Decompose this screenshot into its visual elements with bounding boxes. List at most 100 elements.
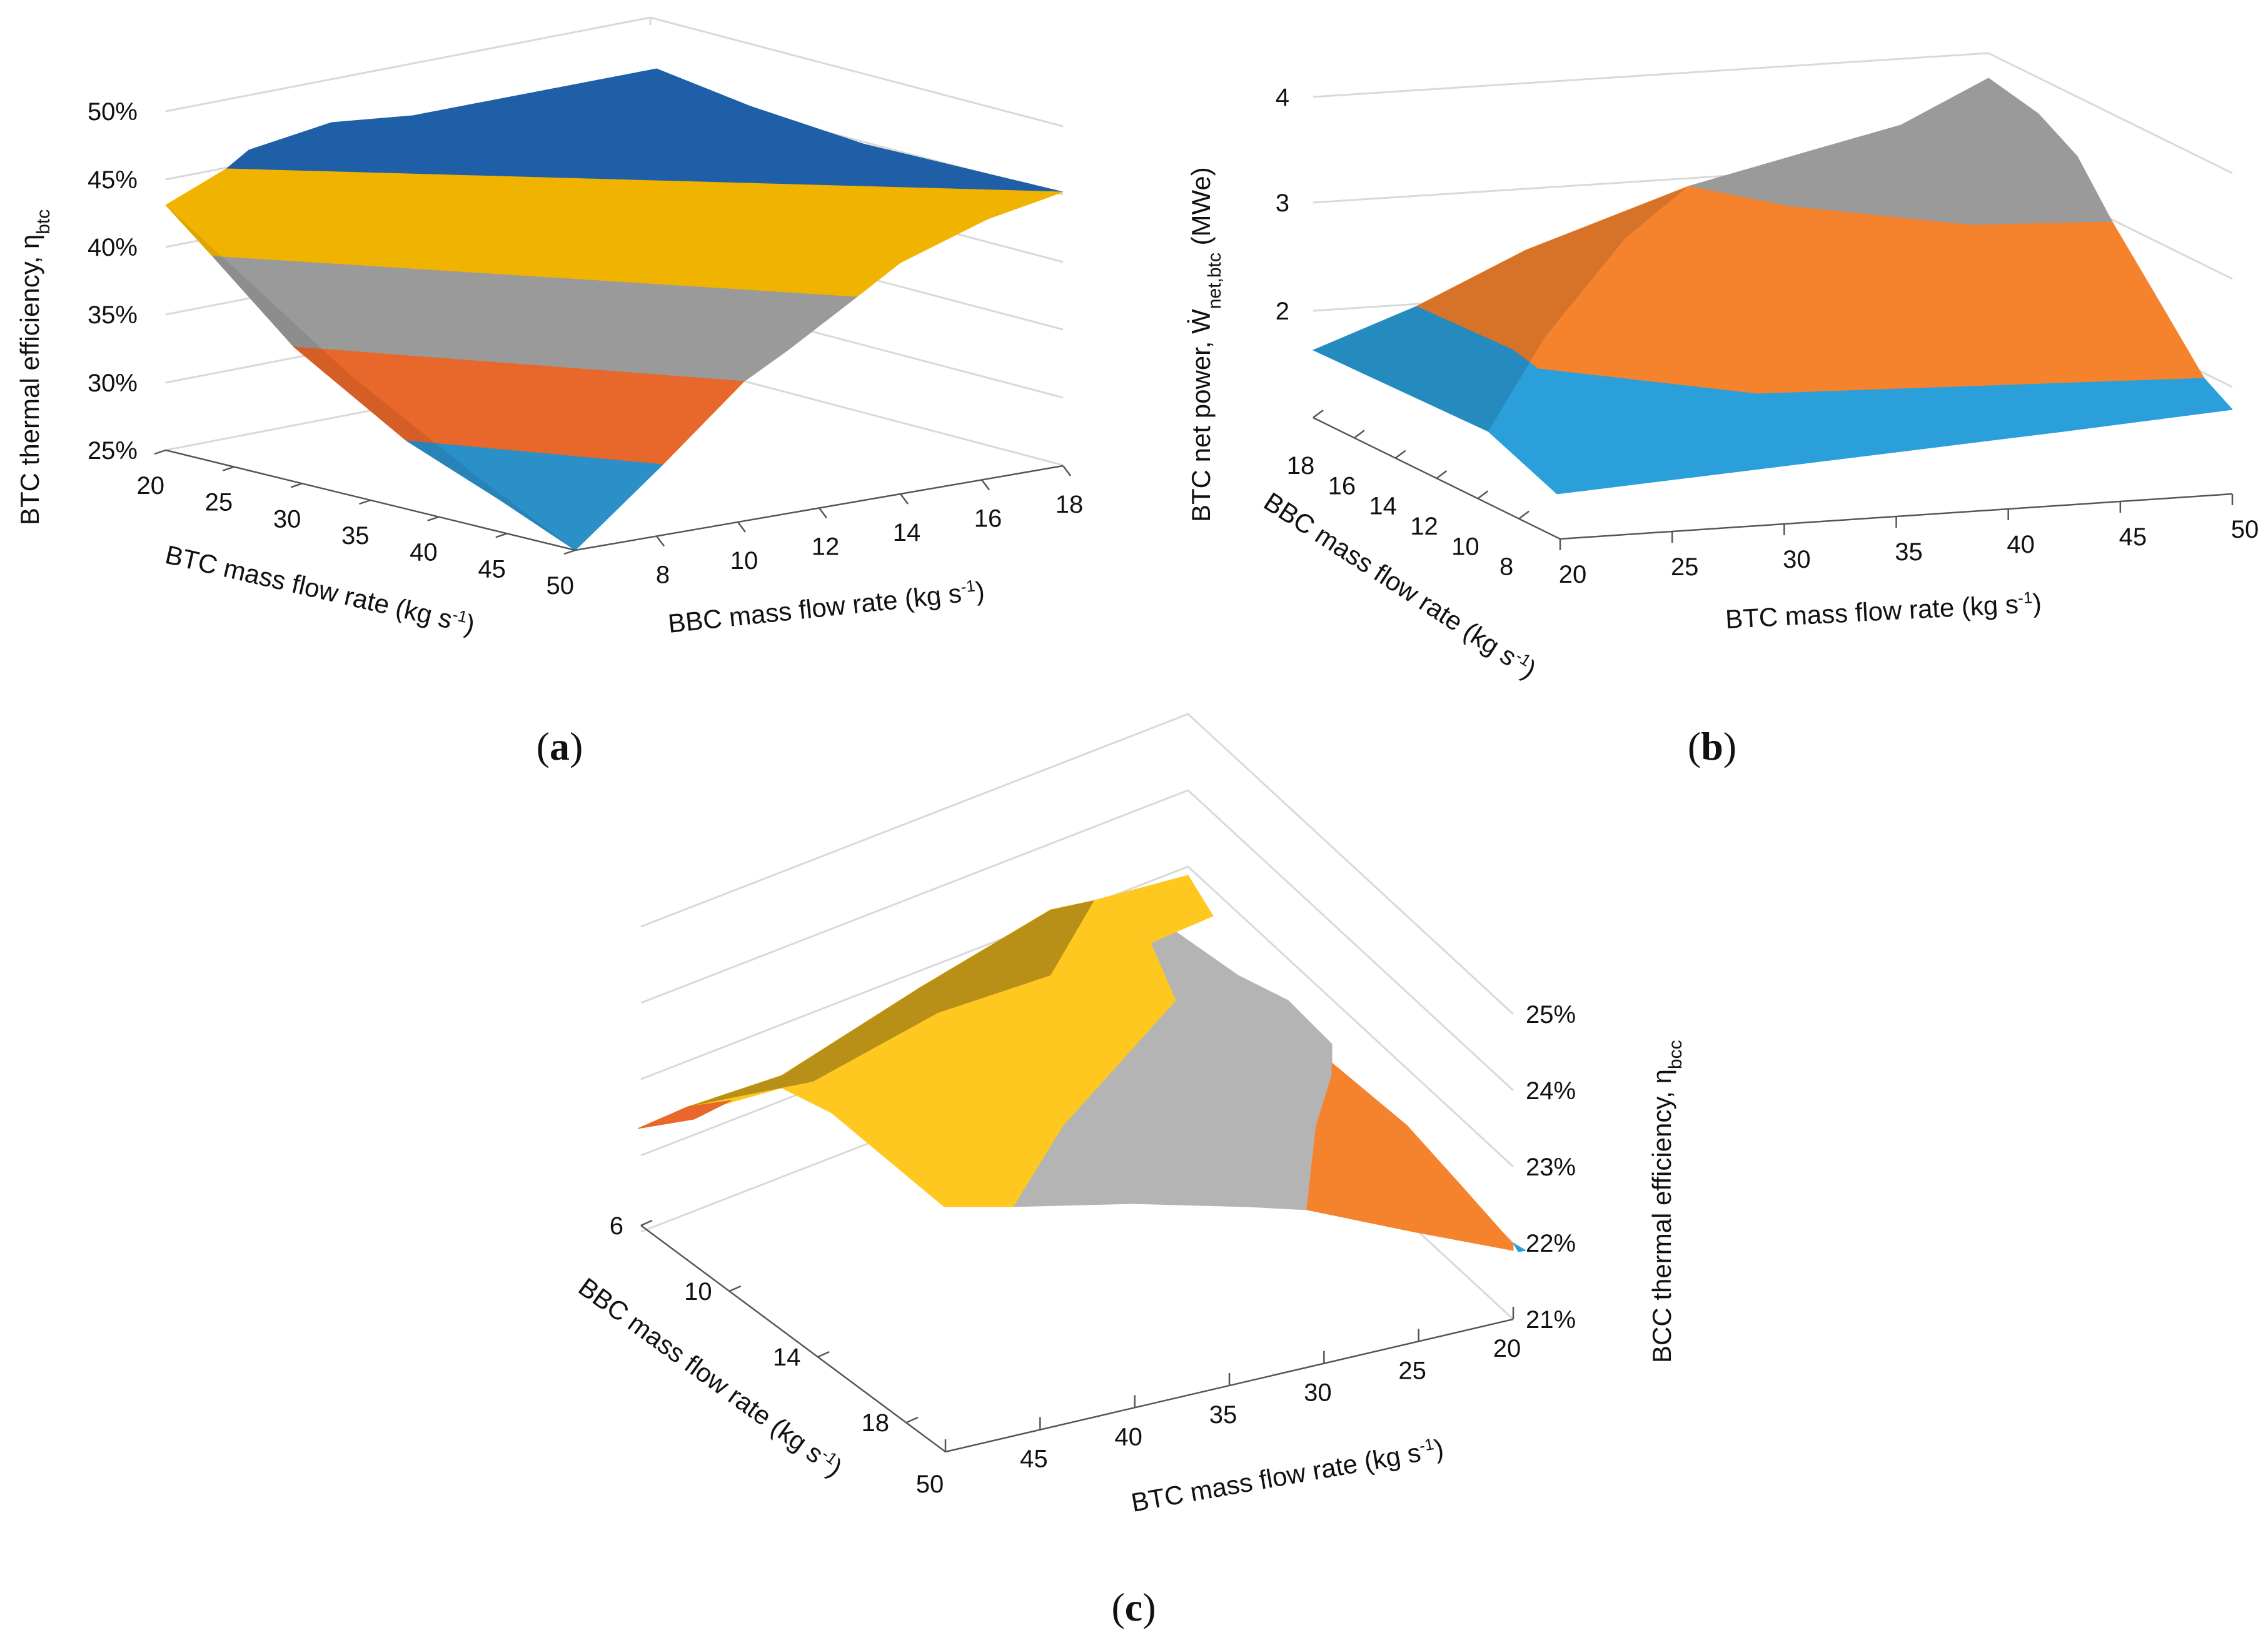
a-z-title-sub: btc: [33, 209, 54, 234]
a-y-axis-title: BBC mass flow rate (kg s-1): [667, 575, 986, 638]
a-y-tick-mark: [737, 521, 746, 533]
c-surface-band-4: [1512, 1242, 1527, 1252]
c-x-title-end: ): [1432, 1434, 1446, 1464]
b-z-axis-title: BTC net power, Ẇnet,btc (MWe): [1186, 167, 1225, 522]
panel-c: 20 25 30 35 40 45 50 6 10 14 18 21% 22% 23% 24% 25% B…: [573, 713, 1686, 1629]
c-surface: [637, 875, 1527, 1252]
c-y-tick-label: 14: [773, 1344, 801, 1371]
b-z-tick-label: 2: [1276, 298, 1289, 325]
c-z-title-main: BCC thermal efficiency, η: [1647, 1069, 1676, 1363]
c-z-title-sub: bcc: [1665, 1040, 1686, 1069]
a-y-title-end: ): [974, 576, 986, 606]
a-x-tick-label: 50: [547, 572, 575, 600]
b-panel-letter: b: [1701, 724, 1723, 768]
b-x-title-main: BTC mass flow rate (kg s: [1725, 590, 2019, 634]
a-y-tick-label: 12: [812, 533, 840, 561]
a-x-tick-mark: [222, 466, 234, 471]
b-y-ticks: 8 10 12 14 16 18: [1287, 410, 1530, 581]
c-x-title-sup: -1: [1418, 1434, 1435, 1456]
a-y-title-main: BBC mass flow rate (kg s: [667, 578, 963, 638]
c-gridline: [640, 789, 1515, 1092]
a-x-tick-mark: [427, 516, 440, 521]
c-x-axis-title: BTC mass flow rate (kg s-1): [1129, 1433, 1446, 1517]
a-y-tick-label: 8: [656, 561, 670, 589]
b-x-tick-label: 45: [2119, 523, 2147, 551]
c-y-tick-mark: [729, 1285, 742, 1292]
b-x-tick-label: 50: [2231, 516, 2259, 543]
c-x-tick-label: 40: [1114, 1423, 1142, 1451]
c-surface-shade: [688, 900, 1094, 1107]
a-gridline: [165, 16, 1064, 128]
a-z-axis-title: BTC thermal efficiency, ηbtc: [15, 209, 54, 525]
a-x-ticks: 20 25 30 35 40 45 50: [137, 449, 576, 600]
b-z-title-main: BTC net power, Ẇ: [1186, 309, 1216, 522]
c-x-tick-label: 25: [1398, 1357, 1426, 1384]
a-y-tick-label: 10: [730, 547, 759, 575]
c-panel-label: (c): [1111, 1585, 1156, 1629]
c-y-axis-line: [640, 1224, 946, 1453]
b-z-title-sub: net,btc: [1204, 253, 1225, 309]
b-panel-label: (b): [1688, 724, 1736, 768]
a-z-tick-label: 45%: [88, 166, 138, 194]
a-surface: [165, 68, 1064, 551]
panel-b: 20 25 30 35 40 45 50 8 10 12 14 16 18 2 3 4 BTC net p…: [1186, 52, 2259, 768]
c-x-title-main: BTC mass flow rate (kg s: [1129, 1437, 1423, 1517]
b-y-tick-label: 12: [1410, 513, 1438, 540]
a-x-tick-mark: [495, 533, 508, 538]
b-x-ticks: 20 25 30 35 40 45 50: [1559, 494, 2259, 588]
a-y-tick-label: 16: [974, 505, 1002, 533]
a-y-tick-label: 18: [1056, 491, 1084, 518]
c-z-tick-label: 22%: [1526, 1230, 1576, 1257]
b-y-tick-mark: [1518, 510, 1530, 520]
b-y-tick-label: 16: [1328, 472, 1356, 500]
b-y-tick-label: 8: [1499, 553, 1513, 581]
c-y-tick-label: 18: [862, 1409, 890, 1437]
c-x-ticks: 20 25 30 35 40 45 50: [916, 1307, 1521, 1498]
b-y-tick-mark: [1354, 430, 1365, 439]
a-x-tick-label: 20: [137, 472, 165, 500]
a-x-tick-mark: [154, 449, 166, 455]
c-y-tick-mark: [817, 1351, 830, 1358]
b-surface: [1312, 78, 2234, 495]
b-y-tick-mark: [1436, 470, 1448, 479]
c-z-axis-title: BCC thermal efficiency, ηbcc: [1647, 1040, 1686, 1363]
a-x-tick-mark: [359, 499, 371, 505]
a-y-ticks: 8 10 12 14 16 18: [656, 465, 1084, 589]
c-z-tick-label: 21%: [1526, 1306, 1576, 1334]
c-surface-band-3: [637, 1100, 732, 1129]
b-x-tick-label: 40: [2007, 531, 2035, 558]
a-x-tick-label: 40: [410, 539, 438, 566]
c-z-tick-label: 24%: [1526, 1077, 1576, 1105]
b-z-tick-label: 3: [1276, 189, 1289, 217]
c-y-tick-mark: [640, 1219, 653, 1227]
c-surface-band-1: [637, 875, 1214, 1207]
c-y-ticks: 6 10 14 18: [610, 1212, 919, 1437]
b-y-tick-label: 10: [1451, 533, 1479, 560]
a-panel-letter: a: [550, 724, 570, 768]
a-x-tick-mark: [563, 549, 576, 555]
b-x-tick-label: 20: [1559, 561, 1587, 588]
c-y-tick-label: 10: [684, 1278, 712, 1306]
b-y-tick-mark: [1477, 490, 1489, 500]
a-y-tick-mark: [819, 507, 827, 519]
a-y-tick-label: 14: [893, 519, 921, 546]
a-z-title-main: BTC thermal efficiency, η: [15, 234, 44, 525]
c-z-tick-label: 25%: [1526, 1001, 1576, 1029]
c-x-tick-label: 35: [1209, 1401, 1237, 1429]
c-x-tick-label: 30: [1304, 1379, 1332, 1407]
a-y-tick-mark: [900, 493, 909, 505]
a-x-tick-label: 30: [273, 505, 301, 533]
a-y-tick-mark: [981, 479, 990, 491]
c-y-tick-label: 6: [610, 1212, 623, 1240]
b-x-title-end: ): [2032, 588, 2042, 618]
a-surface-band-0: [225, 68, 1064, 193]
c-gridline: [640, 713, 1515, 1015]
b-y-tick-mark: [1313, 410, 1324, 418]
b-x-title-sup: -1: [2017, 588, 2033, 607]
b-z-ticks: 2 3 4: [1276, 84, 1289, 325]
b-x-tick-label: 35: [1895, 538, 1923, 566]
c-surface-band-2: [1306, 1062, 1514, 1251]
c-z-tick-label: 23%: [1526, 1154, 1576, 1181]
b-y-axis-title: BBC mass flow rate (kg s-1): [1259, 486, 1542, 684]
